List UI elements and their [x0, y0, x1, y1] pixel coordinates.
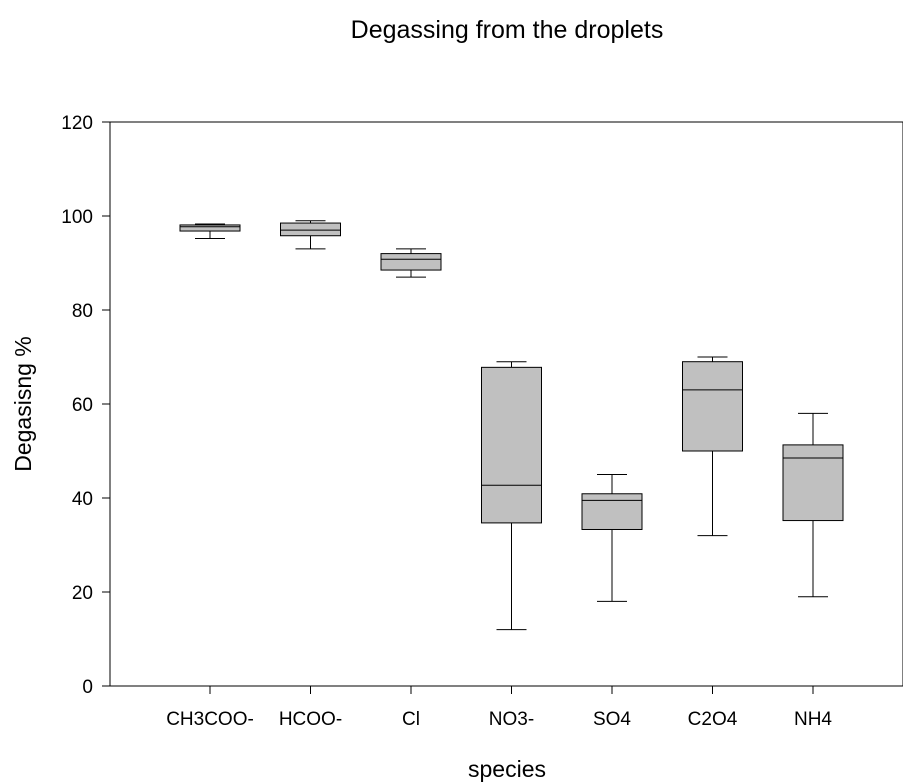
iqr-box	[179, 224, 241, 232]
x-tick-label: Cl	[402, 709, 420, 730]
iqr-box	[782, 444, 844, 522]
box-6	[782, 412, 844, 598]
y-tick-label: 80	[72, 301, 93, 322]
y-tick-label: 60	[72, 395, 93, 416]
box-0	[179, 223, 241, 240]
x-tick-label: HCOO-	[279, 709, 342, 730]
x-tick-label: C2O4	[688, 709, 738, 730]
x-tick-label: NH4	[794, 709, 832, 730]
box-1	[280, 220, 341, 250]
iqr-box	[380, 253, 442, 271]
iqr-box	[481, 366, 542, 524]
iqr-box	[581, 493, 643, 530]
iqr-box	[280, 222, 341, 237]
x-tick-label: SO4	[593, 709, 631, 730]
y-axis-label: Degasisng %	[10, 336, 36, 472]
y-tick-label: 0	[82, 677, 93, 698]
box-2	[380, 248, 442, 278]
iqr-box	[682, 361, 743, 452]
box-series	[179, 220, 844, 631]
box-4	[581, 474, 643, 602]
y-tick-label: 40	[72, 489, 93, 510]
y-tick-label: 120	[61, 113, 93, 134]
x-axis-label: species	[468, 756, 546, 782]
box-5	[682, 356, 743, 537]
y-tick-label: 20	[72, 583, 93, 604]
y-axis: 0 20 40 60 80 100 120	[61, 113, 110, 698]
y-tick-label: 100	[61, 207, 93, 228]
x-tick-label: NO3-	[489, 709, 534, 730]
x-axis: CH3COO- HCOO- Cl NO3- SO4 C2O4 NH4	[166, 686, 832, 730]
x-tick-label: CH3COO-	[166, 709, 254, 730]
chart-title: Degassing from the droplets	[351, 16, 664, 44]
box-3	[481, 361, 542, 631]
